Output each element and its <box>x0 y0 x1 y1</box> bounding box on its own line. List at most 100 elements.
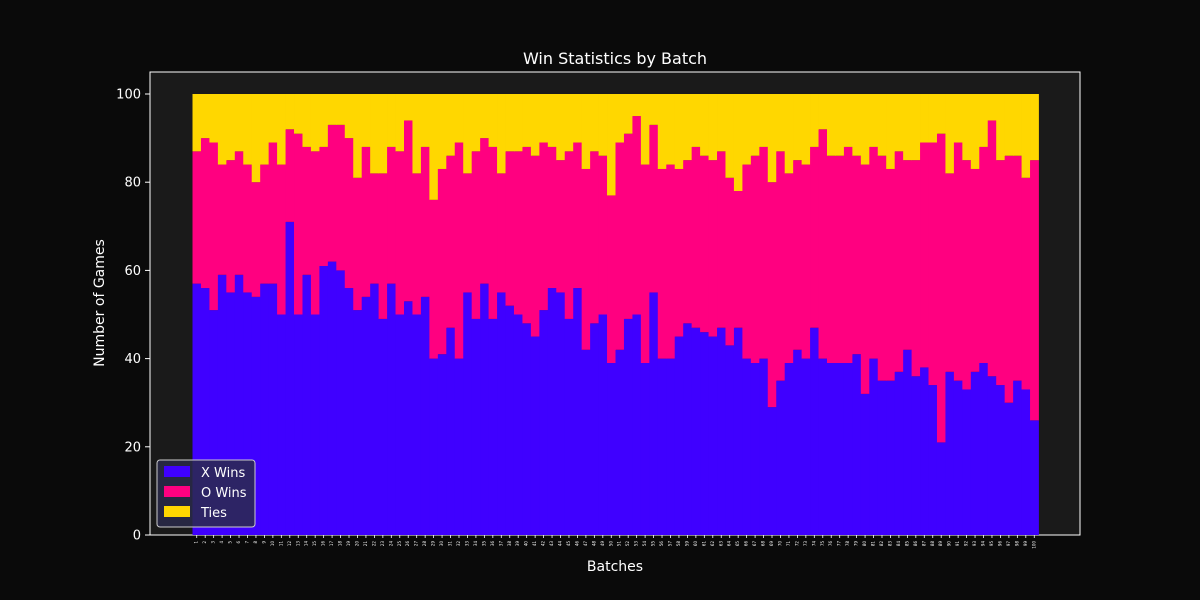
bar-segment-ties-batch-16 <box>319 94 329 147</box>
bar-segment-o-wins-batch-63 <box>717 151 726 328</box>
bar-segment-x-wins-batch-88 <box>928 385 938 535</box>
bar-segment-o-wins-batch-58 <box>674 168 684 337</box>
x-tick-label: 86 <box>913 541 918 547</box>
bar-segment-x-wins-batch-67 <box>750 363 760 535</box>
bar-segment-ties-batch-77 <box>835 94 845 156</box>
x-tick-label: 93 <box>972 541 977 547</box>
bar-segment-o-wins-batch-59 <box>683 160 693 324</box>
bar-segment-ties-batch-43 <box>547 94 557 147</box>
bar-segment-ties-batch-99 <box>1021 94 1031 178</box>
bar-segment-o-wins-batch-72 <box>793 160 803 350</box>
x-tick-label: 92 <box>964 541 969 547</box>
bar-segment-x-wins-batch-30 <box>437 354 447 535</box>
x-tick-label: 39 <box>515 541 520 547</box>
bar-segment-x-wins-batch-80 <box>860 393 870 535</box>
bar-segment-x-wins-batch-51 <box>615 349 625 535</box>
x-tick-label: 23 <box>380 541 385 547</box>
bar-segment-x-wins-batch-72 <box>793 349 803 535</box>
bar-segment-ties-batch-60 <box>691 94 701 147</box>
bar-segment-ties-batch-97 <box>1004 94 1014 156</box>
bar-segment-ties-batch-59 <box>683 94 693 161</box>
x-tick-label: 65 <box>735 541 740 547</box>
bar-segment-ties-batch-33 <box>463 94 473 174</box>
x-tick-label: 97 <box>1006 541 1011 547</box>
bar-segment-x-wins-batch-27 <box>412 314 422 535</box>
x-tick-label: 14 <box>304 541 309 547</box>
bar-segment-o-wins-batch-48 <box>590 151 599 324</box>
bar-segment-o-wins-batch-85 <box>903 160 912 350</box>
y-tick-label: 20 <box>124 440 141 455</box>
x-tick-label: 26 <box>405 541 410 547</box>
bar-segment-o-wins-batch-71 <box>784 173 794 364</box>
bar-segment-ties-batch-34 <box>471 94 481 152</box>
x-tick-label: 99 <box>1023 541 1028 547</box>
bar-segment-ties-batch-22 <box>370 94 380 174</box>
bar-segment-o-wins-batch-22 <box>370 173 380 284</box>
bar-segment-x-wins-batch-90 <box>945 371 955 535</box>
bar-segment-x-wins-batch-8 <box>251 296 261 535</box>
x-tick-label: 58 <box>676 541 681 547</box>
x-tick-label: 80 <box>862 541 867 547</box>
bar-segment-x-wins-batch-3 <box>209 310 219 535</box>
x-tick-label: 50 <box>608 541 613 547</box>
bar-segment-x-wins-batch-49 <box>598 314 608 535</box>
bar-segment-o-wins-batch-47 <box>581 168 591 350</box>
bar-segment-x-wins-batch-25 <box>395 314 405 535</box>
bar-segment-ties-batch-100 <box>1030 94 1039 161</box>
chart-title: Win Statistics by Batch <box>523 49 707 68</box>
bar-segment-o-wins-batch-13 <box>294 133 303 315</box>
bar-segment-x-wins-batch-45 <box>564 318 574 535</box>
bar-segment-ties-batch-25 <box>395 94 405 152</box>
x-tick-label: 44 <box>558 541 563 547</box>
bar-segment-x-wins-batch-22 <box>370 283 380 535</box>
bar-segment-o-wins-batch-75 <box>818 129 828 359</box>
bar-segment-o-wins-batch-86 <box>911 160 921 377</box>
x-tick-label: 53 <box>634 541 639 547</box>
bar-segment-ties-batch-18 <box>336 94 346 125</box>
bar-segment-x-wins-batch-36 <box>488 318 498 535</box>
bar-segment-ties-batch-68 <box>759 94 769 147</box>
bar-segment-ties-batch-5 <box>226 94 236 161</box>
bar-segment-o-wins-batch-91 <box>953 142 963 381</box>
bar-segment-ties-batch-80 <box>860 94 870 165</box>
bar-segment-ties-batch-96 <box>996 94 1006 161</box>
bar-segment-o-wins-batch-53 <box>632 116 642 315</box>
bar-segment-o-wins-batch-34 <box>471 151 481 319</box>
x-tick-label: 52 <box>625 541 630 547</box>
bar-segment-x-wins-batch-57 <box>666 358 676 535</box>
bar-segment-o-wins-batch-68 <box>759 146 769 359</box>
bar-segment-x-wins-batch-14 <box>302 274 312 535</box>
bar-segment-o-wins-batch-93 <box>970 168 980 372</box>
bar-segment-o-wins-batch-29 <box>429 199 439 359</box>
bar-segment-x-wins-batch-68 <box>759 358 769 535</box>
x-tick-label: 88 <box>930 541 935 547</box>
bar-segment-ties-batch-11 <box>277 94 286 165</box>
x-tick-label: 13 <box>295 541 300 547</box>
bar-segment-x-wins-batch-1 <box>192 283 202 535</box>
bar-segment-o-wins-batch-65 <box>733 191 743 328</box>
bar-segment-o-wins-batch-27 <box>412 173 422 315</box>
bar-segment-ties-batch-55 <box>649 94 659 125</box>
x-tick-label: 81 <box>871 541 876 547</box>
bar-segment-x-wins-batch-5 <box>226 292 236 535</box>
x-tick-label: 72 <box>794 541 799 547</box>
bar-segment-x-wins-batch-2 <box>200 288 210 535</box>
bar-segment-ties-batch-9 <box>260 94 270 165</box>
bar-segment-o-wins-batch-82 <box>877 155 887 381</box>
bar-segment-o-wins-batch-3 <box>209 142 219 311</box>
bar-segment-x-wins-batch-58 <box>674 336 684 535</box>
legend-swatch-x-wins <box>164 466 190 477</box>
bar-segment-x-wins-batch-79 <box>852 354 862 535</box>
x-tick-label: 36 <box>490 541 495 547</box>
bar-segment-x-wins-batch-12 <box>285 221 295 535</box>
bar-segment-ties-batch-69 <box>767 94 777 183</box>
bar-segment-o-wins-batch-97 <box>1004 155 1014 403</box>
x-tick-label: 12 <box>287 541 292 547</box>
bar-segment-ties-batch-47 <box>581 94 591 169</box>
bar-segment-o-wins-batch-78 <box>843 146 853 364</box>
x-tick-label: 22 <box>371 541 376 547</box>
x-axis-label: Batches <box>587 559 643 575</box>
y-tick-label: 80 <box>124 176 141 191</box>
